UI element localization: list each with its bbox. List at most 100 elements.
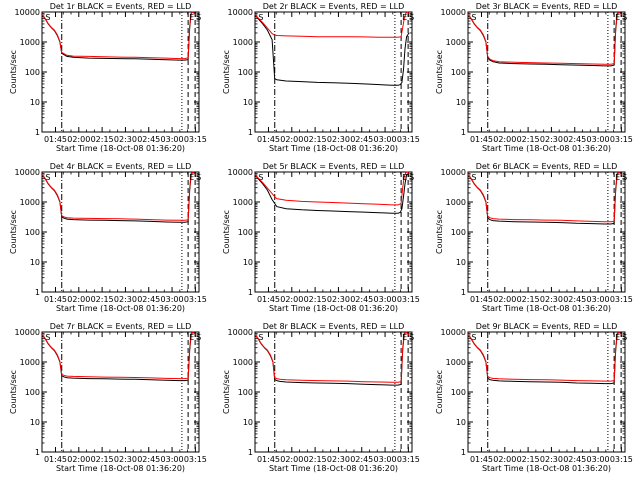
y-tick-label: 1000 [446, 358, 466, 367]
plot-frame [467, 171, 626, 293]
x-tick-label: 02:15 [304, 135, 327, 144]
y-tick-label: 100 [238, 68, 253, 77]
y-tick-label: 1000 [233, 198, 253, 207]
x-tick-label: 03:15 [610, 455, 633, 464]
series-events [254, 331, 410, 386]
series-events [254, 172, 410, 214]
y-tick-label: 1000 [20, 198, 40, 207]
y-tick-label: 100 [451, 388, 466, 397]
y-tick-label: 10000 [15, 328, 40, 337]
x-tick-label: 03:15 [184, 295, 207, 304]
marker-s: S [409, 173, 414, 182]
x-tick-label: 02:00 [67, 295, 90, 304]
marker-s: S [409, 333, 414, 342]
plot-frame [41, 331, 200, 453]
x-tick-label: 03:00 [587, 135, 610, 144]
x-tick-label: 01:45 [470, 455, 493, 464]
x-tick-label: 03:15 [397, 295, 420, 304]
x-tick-label: 02:15 [91, 455, 114, 464]
y-axis-label: Counts/sec [435, 370, 444, 414]
marker-s: S [45, 173, 50, 182]
x-tick-label: 02:45 [350, 135, 373, 144]
x-tick-label: 02:00 [67, 135, 90, 144]
plot-frame [41, 171, 200, 293]
x-axis-label: Start Time (18-Oct-08 01:36:20) [269, 464, 398, 473]
y-tick-label: 10000 [441, 8, 466, 17]
x-tick-label: 02:45 [563, 135, 586, 144]
marker-s: S [471, 13, 476, 22]
y-axis-label: Counts/sec [435, 50, 444, 94]
x-tick-label: 02:45 [350, 295, 373, 304]
x-tick-label: 03:00 [374, 295, 397, 304]
x-axis-label: Start Time (18-Oct-08 01:36:20) [56, 144, 185, 153]
y-axis-label: Counts/sec [222, 50, 231, 94]
panel-title: Det 1r BLACK = Events, RED = LLD [50, 2, 192, 11]
x-tick-label: 02:30 [114, 455, 137, 464]
y-axis-label: Counts/sec [9, 210, 18, 254]
y-tick-label: 10000 [441, 328, 466, 337]
x-tick-label: 01:45 [44, 295, 67, 304]
y-tick-label: 100 [25, 388, 40, 397]
y-tick-label: 1000 [233, 38, 253, 47]
y-tick-label: 100 [451, 68, 466, 77]
y-tick-label: 1 [248, 288, 253, 297]
detector-panel-6: Det 6r BLACK = Events, RED = LLD 1 10 100 10… [435, 162, 633, 313]
y-tick-label: 10000 [15, 168, 40, 177]
x-tick-label: 03:00 [374, 455, 397, 464]
y-tick-label: 10 [30, 258, 40, 267]
x-tick-label: 01:45 [257, 135, 280, 144]
x-tick-label: 02:15 [91, 135, 114, 144]
detector-panel-8: Det 8r BLACK = Events, RED = LLD 1 10 100 10… [222, 322, 420, 473]
plot-frame [254, 331, 413, 453]
x-tick-label: 02:00 [493, 295, 516, 304]
series-lld [41, 11, 197, 60]
x-tick-label: 03:00 [161, 455, 184, 464]
detector-panel-7: Det 7r BLACK = Events, RED = LLD 1 10 100 10… [9, 322, 207, 473]
x-tick-label: 03:00 [161, 295, 184, 304]
x-tick-label: 03:00 [161, 135, 184, 144]
detector-panel-5: Det 5r BLACK = Events, RED = LLD 1 10 100 10… [222, 162, 420, 313]
marker-e: E [402, 13, 407, 22]
detector-panel-3: Det 3r BLACK = Events, RED = LLD 1 10 100 10… [435, 2, 633, 153]
x-tick-label: 02:30 [327, 295, 350, 304]
x-tick-label: 02:15 [517, 455, 540, 464]
y-tick-label: 10 [243, 418, 253, 427]
series-events [41, 331, 197, 382]
marker-s: S [196, 333, 201, 342]
series-lld [254, 331, 410, 383]
x-tick-label: 02:30 [327, 135, 350, 144]
y-tick-label: 1000 [233, 358, 253, 367]
marker-s: S [471, 333, 476, 342]
marker-s: S [471, 173, 476, 182]
x-tick-label: 02:15 [517, 295, 540, 304]
marker-s: S [622, 333, 627, 342]
y-tick-label: 1 [461, 128, 466, 137]
detector-panel-9: Det 9r BLACK = Events, RED = LLD 1 10 100 10… [435, 322, 633, 473]
x-tick-label: 03:00 [587, 455, 610, 464]
x-tick-label: 01:45 [470, 135, 493, 144]
x-tick-label: 03:15 [397, 135, 420, 144]
y-tick-label: 1 [35, 128, 40, 137]
detector-panel-4: Det 4r BLACK = Events, RED = LLD 1 10 100 10… [9, 162, 207, 313]
detector-panel-1: Det 1r BLACK = Events, RED = LLD 1 10 100 10… [9, 2, 207, 153]
x-tick-label: 03:15 [610, 135, 633, 144]
marker-e: E [189, 333, 194, 342]
plot-frame [41, 11, 200, 133]
y-tick-label: 10 [243, 258, 253, 267]
x-tick-label: 03:15 [184, 455, 207, 464]
y-tick-label: 10 [30, 418, 40, 427]
y-axis-label: Counts/sec [222, 370, 231, 414]
y-tick-label: 100 [238, 388, 253, 397]
x-tick-label: 02:15 [91, 295, 114, 304]
series-lld [254, 171, 410, 206]
y-tick-label: 1000 [20, 358, 40, 367]
series-events [41, 171, 197, 223]
marker-e: E [615, 13, 620, 22]
y-tick-label: 10000 [228, 8, 253, 17]
series-events [467, 331, 623, 385]
y-tick-label: 100 [238, 228, 253, 237]
x-tick-label: 02:00 [280, 455, 303, 464]
marker-e: E [615, 173, 620, 182]
plot-frame [254, 171, 413, 293]
